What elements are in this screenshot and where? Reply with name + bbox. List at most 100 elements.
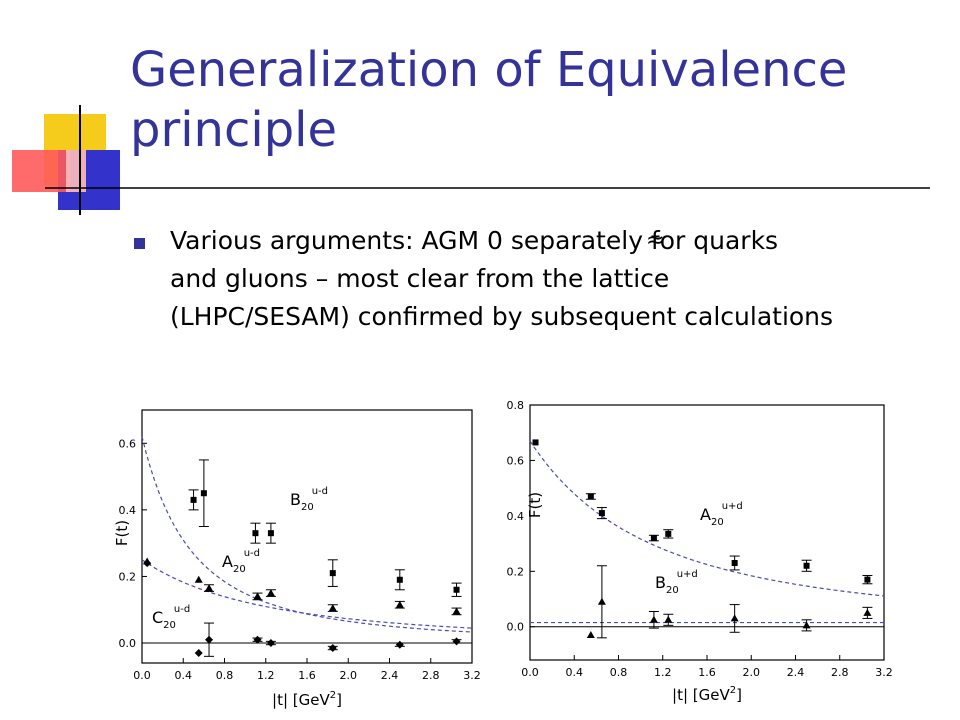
- data-point: [190, 496, 197, 503]
- bullet-line-3: (LHPC/SESAM) confirmed by subsequent cal…: [170, 302, 834, 331]
- approx-symbol: ≈: [646, 228, 665, 253]
- data-point: [253, 635, 262, 644]
- plot-frame: [529, 404, 885, 661]
- series-label-sup: u-d: [244, 548, 260, 559]
- x-tick-label: 2.0: [743, 666, 761, 679]
- y-tick-label: 0.2: [507, 565, 525, 578]
- x-tick-label: 2.4: [381, 669, 399, 682]
- series-b20: B20 u+d: [530, 565, 884, 639]
- x-axis-label: |t| [GeV2]: [672, 685, 742, 704]
- series-label-sup: u-d: [312, 486, 328, 497]
- data-point: [453, 586, 460, 593]
- series-label-sup: u+d: [677, 569, 698, 580]
- x-tick-label: 1.6: [698, 666, 716, 679]
- data-point: [650, 535, 657, 542]
- data-point: [194, 649, 203, 658]
- data-point: [266, 639, 275, 648]
- x-axis-label-end: ]: [336, 691, 342, 709]
- x-axis-label-main: |t| [GeV: [672, 686, 730, 704]
- data-point: [252, 530, 259, 537]
- series-label-sub: 20: [301, 502, 314, 513]
- data-point: [731, 559, 738, 566]
- data-point: [730, 614, 739, 622]
- x-tick-label: 1.2: [257, 669, 275, 682]
- series-label-sub: 20: [711, 517, 724, 528]
- bullet-line-1: Various arguments: AGM 0 separately for …: [170, 226, 779, 255]
- x-tick-label: 0.8: [216, 669, 234, 682]
- series-label-sup: u-d: [174, 604, 190, 615]
- y-tick-label: 0.4: [119, 504, 137, 517]
- data-point: [396, 576, 403, 583]
- data-point: [395, 600, 404, 608]
- data-point: [205, 584, 214, 592]
- y-axis-label: F(t): [113, 520, 131, 546]
- data-point: [598, 510, 605, 517]
- data-point: [664, 615, 673, 623]
- series-label: A20 u+d: [700, 501, 743, 528]
- data-point: [452, 607, 461, 615]
- x-tick-label: 3.2: [875, 666, 893, 679]
- chart-2: 0.0 0.4 0.8 1.2 1.6 2.0 2.4 2.8 3.2 0.0 0.2 0.4 0.6 0…: [507, 399, 893, 704]
- data-point: [267, 530, 274, 537]
- series-label: B20 u-d: [290, 486, 328, 513]
- x-axis-label-end: ]: [736, 686, 742, 704]
- x-tick-label: 0.0: [521, 666, 539, 679]
- series-label-sub: 20: [666, 585, 679, 596]
- title-line-1: Generalization of Equivalence: [130, 42, 848, 98]
- y-tick-label: 0.0: [119, 637, 137, 650]
- series-label-main: B: [655, 573, 666, 592]
- data-point: [649, 615, 658, 623]
- x-tick-label: 0.8: [610, 666, 628, 679]
- series-label-sub: 20: [233, 564, 246, 575]
- data-point: [665, 530, 672, 537]
- series-label-main: B: [290, 490, 301, 509]
- series-a20: A20u-d: [141, 548, 473, 629]
- bullet-marker: [134, 238, 145, 249]
- y-tick-label: 0.0: [507, 621, 525, 634]
- x-axis-label-sup: 2: [330, 690, 336, 701]
- data-point: [803, 562, 810, 569]
- series-b20: B20u-d: [141, 436, 473, 633]
- series-a20: A20u+d: [529, 439, 885, 597]
- plot-frame: [141, 409, 473, 664]
- bullet-text: Various arguments: AGM 0 separately for …: [170, 222, 960, 336]
- data-point: [266, 589, 275, 597]
- data-point: [864, 576, 871, 583]
- title-line-2: principle: [130, 102, 338, 158]
- data-point: [205, 635, 214, 644]
- x-tick-label: 0.4: [175, 669, 193, 682]
- y-tick-label: 0.6: [507, 454, 525, 467]
- data-point: [532, 439, 539, 446]
- data-point: [802, 621, 811, 629]
- data-point: [587, 493, 594, 500]
- x-tick-label: 2.8: [831, 666, 849, 679]
- x-tick-label: 2.4: [787, 666, 805, 679]
- x-axis-label-sup: 2: [730, 685, 736, 696]
- data-point: [586, 631, 595, 639]
- data-point: [452, 637, 461, 646]
- x-tick-label: 2.0: [340, 669, 358, 682]
- x-axis-label: |t| [GeV2]: [272, 690, 342, 709]
- x-tick-label: 3.2: [463, 669, 481, 682]
- x-tick-label: 2.8: [422, 669, 440, 682]
- data-point: [328, 644, 337, 653]
- series-c20: C20u-d: [143, 559, 462, 658]
- fit-curve: [529, 440, 885, 597]
- data-point: [253, 592, 262, 600]
- series-label-main: A: [222, 552, 233, 571]
- series-label: B20 u+d: [655, 569, 698, 596]
- y-tick-label: 0.2: [119, 570, 137, 583]
- series-label-sup: u+d: [722, 501, 743, 512]
- data-point: [328, 604, 337, 612]
- x-axis-label-main: |t| [GeV: [272, 691, 330, 709]
- slide-title: Generalization of Equivalence principle: [130, 40, 930, 160]
- y-tick-label: 0.4: [507, 510, 525, 523]
- data-point: [194, 575, 203, 583]
- series-label-main: A: [700, 505, 711, 524]
- x-tick-label: 0.0: [133, 669, 151, 682]
- chart-1: 0.0 0.4 0.8 1.2 1.6 2.0 2.4 2.8 3.2 0.0 0.2 0.4 0.6 F…: [113, 409, 481, 709]
- data-point: [329, 570, 336, 577]
- series-label-sub: 20: [163, 620, 176, 631]
- x-tick-label: 0.4: [566, 666, 584, 679]
